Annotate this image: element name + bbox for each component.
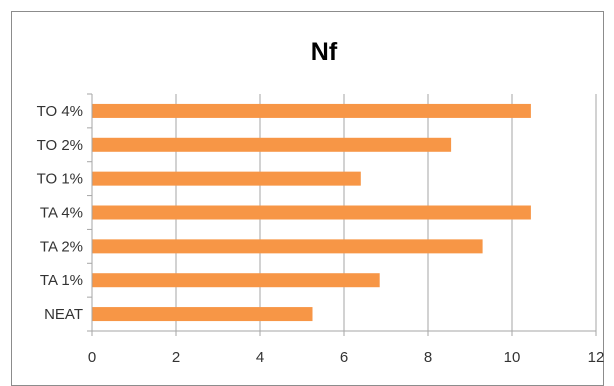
bar (92, 205, 531, 220)
bar (92, 273, 380, 288)
bar (92, 171, 361, 186)
x-tick-label: 12 (588, 349, 605, 366)
y-category-label: TA 1% (40, 272, 83, 289)
bar-chart: Nf NEAT TA 1% TA 2% TA 4% TO 1% TO 2% TO 4% 0 2… (37, 38, 605, 366)
y-category-label: TO 4% (37, 103, 83, 120)
x-tick-label: 0 (88, 349, 96, 366)
bars (92, 103, 531, 322)
bar (92, 239, 483, 254)
y-category-label: TA 2% (40, 238, 83, 255)
chart-area (11, 11, 604, 386)
x-tick-label: 10 (504, 349, 521, 366)
x-tick-label: 6 (340, 349, 348, 366)
axes (87, 93, 597, 336)
y-category-label: TO 2% (37, 137, 83, 154)
y-category-label: TA 4% (40, 205, 83, 222)
x-tick-label: 4 (256, 349, 264, 366)
bar (92, 137, 452, 152)
y-category-label: TO 1% (37, 171, 83, 188)
y-category-label: NEAT (44, 306, 83, 323)
x-tick-label: 2 (172, 349, 180, 366)
chart-title: Nf (311, 38, 338, 66)
bar (92, 307, 313, 322)
x-tick-label: 8 (424, 349, 432, 366)
value-tick-labels: 0 2 4 6 8 10 12 (88, 349, 605, 366)
category-labels: NEAT TA 1% TA 2% TA 4% TO 1% TO 2% TO 4% (37, 103, 83, 323)
bar (92, 103, 531, 118)
